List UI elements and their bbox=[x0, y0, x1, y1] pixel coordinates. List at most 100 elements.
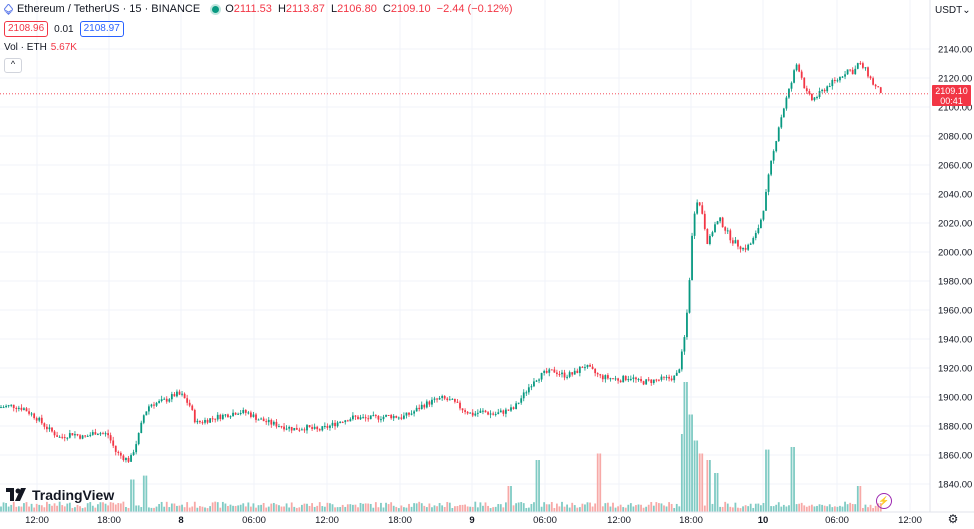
volume-bar bbox=[709, 460, 711, 512]
volume-bar bbox=[619, 504, 622, 512]
volume-bar bbox=[798, 503, 801, 512]
collapse-legend-button[interactable]: ^ bbox=[4, 58, 22, 73]
volume-bar bbox=[272, 502, 275, 512]
volume-bar bbox=[255, 507, 257, 512]
low-value: 2106.80 bbox=[337, 3, 377, 15]
candle-body bbox=[635, 377, 637, 380]
volume-bar bbox=[790, 447, 793, 512]
volume-bar bbox=[466, 506, 469, 512]
volume-bar bbox=[721, 506, 724, 512]
volume-bar bbox=[239, 504, 242, 512]
candle-body bbox=[578, 366, 581, 373]
tradingview-logo[interactable]: TradingView bbox=[6, 487, 114, 503]
lightning-icon[interactable]: ⚡ bbox=[876, 493, 892, 509]
time-tick-label: 18:00 bbox=[97, 515, 121, 526]
candle-body bbox=[436, 398, 438, 400]
volume-bar bbox=[675, 503, 678, 512]
volume-bar bbox=[140, 507, 143, 512]
candle-body bbox=[374, 415, 377, 417]
candle-body bbox=[48, 427, 51, 430]
candle-body bbox=[30, 413, 33, 415]
chart-legend: Ethereum / TetherUS · 15 · BINANCE O2111… bbox=[0, 0, 930, 73]
currency-selector[interactable]: USDT ⌄ bbox=[932, 3, 971, 19]
volume-bar bbox=[392, 505, 395, 512]
candle-body bbox=[107, 433, 109, 436]
candle-body bbox=[130, 455, 132, 462]
candle-body bbox=[23, 408, 25, 410]
candle-body bbox=[163, 398, 166, 400]
candle-body bbox=[181, 393, 183, 395]
candle-body bbox=[255, 414, 257, 420]
volume-bar bbox=[168, 507, 171, 512]
candle-body bbox=[178, 391, 181, 395]
candle-body bbox=[693, 213, 696, 236]
symbol-title[interactable]: Ethereum / TetherUS · 15 · BINANCE bbox=[17, 3, 201, 15]
price-tick-label: 1880.00 bbox=[938, 422, 972, 433]
volume-bar bbox=[380, 502, 382, 512]
close-label: C bbox=[382, 3, 391, 15]
candle-body bbox=[821, 89, 823, 92]
candle-body bbox=[798, 64, 801, 72]
candle-body bbox=[744, 247, 747, 250]
volume-bar bbox=[326, 502, 329, 512]
volume-bar bbox=[632, 506, 635, 512]
volume-bar bbox=[229, 504, 232, 512]
candle-body bbox=[525, 392, 528, 394]
candle-body bbox=[443, 396, 446, 399]
candle-body bbox=[561, 372, 563, 375]
volume-bar bbox=[244, 506, 247, 512]
candle-body bbox=[874, 84, 877, 87]
volume-bar bbox=[637, 504, 640, 512]
price-axis[interactable]: 1840.00 1860.00 1880.00 1900.00 1920.00 1940.… bbox=[929, 0, 972, 512]
volume-bar bbox=[841, 506, 844, 512]
volume-bar bbox=[846, 504, 849, 512]
candle-body bbox=[550, 369, 553, 371]
volume-bar bbox=[867, 507, 869, 512]
candle-body bbox=[869, 76, 872, 79]
gear-icon[interactable]: ⚙ bbox=[947, 512, 959, 526]
buy-price-button[interactable]: 2108.97 bbox=[79, 21, 124, 37]
candle-body bbox=[803, 77, 806, 89]
candle-body bbox=[734, 240, 737, 244]
volume-bar bbox=[813, 506, 816, 512]
candle-body bbox=[35, 418, 38, 421]
candle-body bbox=[247, 412, 250, 414]
candle-body bbox=[191, 405, 194, 410]
candle-body bbox=[239, 412, 242, 414]
volume-bar bbox=[680, 434, 683, 512]
candle-body bbox=[808, 91, 811, 94]
volume-bar bbox=[260, 504, 262, 512]
volume-bar bbox=[313, 506, 316, 512]
candle-body bbox=[844, 74, 846, 77]
candle-body bbox=[369, 415, 372, 420]
volume-bar bbox=[703, 505, 706, 512]
volume-bar bbox=[130, 479, 132, 512]
time-tick-label: 06:00 bbox=[825, 515, 849, 526]
candle-body bbox=[872, 78, 874, 85]
volume-bar bbox=[94, 507, 97, 512]
volume-bar bbox=[107, 505, 109, 512]
volume-bar bbox=[828, 504, 831, 512]
candle-body bbox=[668, 376, 670, 379]
candle-body bbox=[385, 414, 387, 417]
candle-body bbox=[772, 151, 775, 161]
volume-bar bbox=[188, 507, 191, 512]
volume-bar bbox=[469, 506, 472, 512]
candle-body bbox=[267, 419, 270, 423]
volume-bar bbox=[448, 502, 451, 512]
sell-price-button[interactable]: 2108.96 bbox=[4, 21, 49, 37]
candle-body bbox=[377, 415, 380, 420]
volume-bar bbox=[86, 503, 89, 512]
candle-body bbox=[433, 398, 436, 400]
candle-body bbox=[186, 398, 189, 403]
candle-body bbox=[747, 244, 750, 250]
volume-bar bbox=[293, 506, 296, 512]
candle-body bbox=[683, 337, 686, 352]
time-axis[interactable]: 12:00 18:00 8 06:00 12:00 18:00 9 06:00 12:00 18:… bbox=[0, 511, 974, 526]
candle-body bbox=[204, 419, 206, 423]
candle-body bbox=[823, 89, 826, 92]
volume-bar bbox=[527, 507, 530, 512]
candle-body bbox=[43, 423, 46, 427]
candle-body bbox=[53, 431, 56, 436]
